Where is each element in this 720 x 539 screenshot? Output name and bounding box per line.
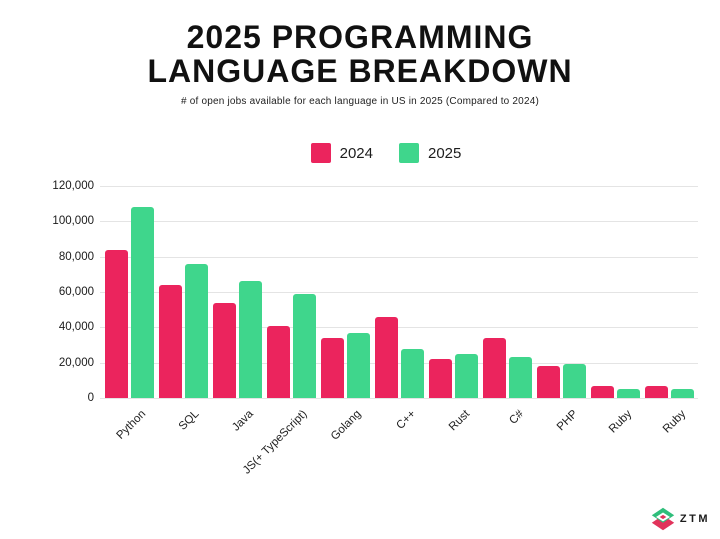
gridline <box>100 221 698 223</box>
x-axis-label: SQL <box>177 408 202 433</box>
gridline <box>100 292 698 293</box>
ztm-logo: ZTM <box>649 503 710 535</box>
bar-2024 <box>537 366 560 398</box>
bar-2025 <box>347 332 370 398</box>
bar-2025 <box>239 281 262 398</box>
gridline <box>100 256 698 258</box>
x-axis-label: Ruby <box>660 408 688 436</box>
gridline <box>100 327 698 329</box>
x-axis-label: Rust <box>446 408 472 434</box>
bar-2025 <box>401 348 424 398</box>
y-axis-tick-label: 0 <box>87 392 94 404</box>
bar-group-sql: SQL <box>159 186 208 433</box>
bar-2024 <box>159 284 182 398</box>
legend-label-2025: 2025 <box>428 144 462 162</box>
x-axis-label: Ruby <box>606 408 634 436</box>
bar-group-java: Java <box>213 186 262 434</box>
x-axis-label: C++ <box>394 408 418 432</box>
y-axis-tick-label: 40,000 <box>58 321 94 334</box>
x-axis-label: PHP <box>554 408 580 434</box>
bar-2024 <box>375 316 398 398</box>
bar-2024 <box>483 337 506 398</box>
bar-group-golang: Golang <box>321 186 370 443</box>
x-axis-label: Python <box>114 408 148 442</box>
y-axis-tick-label: 80,000 <box>58 250 94 263</box>
bar-2025 <box>671 389 694 398</box>
bar-2025 <box>563 364 586 398</box>
bar-2024 <box>321 337 344 398</box>
bar-2025 <box>509 357 532 398</box>
bar-2025 <box>131 207 154 398</box>
bar-group-python: Python <box>105 186 154 442</box>
ztm-logo-icon <box>651 507 675 531</box>
chart-title: 2025 PROGRAMMING LANGUAGE BREAKDOWN <box>147 19 573 89</box>
legend-swatch-2024-icon <box>310 143 331 163</box>
bar-group-c: C# <box>483 186 532 427</box>
legend-item-2024: 2024 <box>310 143 373 163</box>
bar-2025 <box>617 389 640 398</box>
bar-2025 <box>293 293 316 398</box>
bar-2024 <box>591 385 614 398</box>
ztm-logo-text: ZTM <box>679 513 710 525</box>
bar-group-c: C++ <box>375 186 424 432</box>
bar-2024 <box>429 359 452 398</box>
x-axis-label: C# <box>507 408 526 427</box>
chart-subtitle: # of open jobs available for each langua… <box>180 96 539 107</box>
y-axis-tick-label: 120,000 <box>52 180 94 192</box>
y-axis-tick-label: 20,000 <box>58 356 94 369</box>
plot-area: Python SQL Java JS(+ TypeScript) Golang C++ Ru… <box>100 186 698 477</box>
gridline <box>100 362 698 364</box>
bar-group-php: PHP <box>537 186 586 433</box>
bar-group-ruby: Ruby <box>645 186 694 435</box>
bar-2024 <box>267 325 290 398</box>
chart-legend: 2024 2025 <box>26 143 720 163</box>
gridline <box>100 186 698 187</box>
bar-group-rust: Rust <box>429 186 478 433</box>
gridline <box>100 398 698 399</box>
y-axis: 120,000 100,000 80,000 60,000 40,000 20,000 0 <box>0 180 94 404</box>
bar-group-ruby: Ruby <box>591 186 640 435</box>
bar-group-js-typescript: JS(+ TypeScript) <box>241 186 316 477</box>
bar-2024 <box>105 249 128 398</box>
bar-2024 <box>213 302 236 398</box>
y-axis-tick-label: 100,000 <box>52 215 94 228</box>
legend-item-2025: 2025 <box>399 143 461 163</box>
legend-swatch-2025-icon <box>399 143 419 163</box>
y-axis-tick-label: 60,000 <box>58 286 94 298</box>
x-axis-label: Java <box>230 408 256 434</box>
bar-2025 <box>455 353 478 398</box>
legend-label-2024: 2024 <box>339 144 373 162</box>
bar-2025 <box>185 263 208 398</box>
x-axis-label: Golang <box>329 408 364 443</box>
bar-2024 <box>645 385 668 398</box>
